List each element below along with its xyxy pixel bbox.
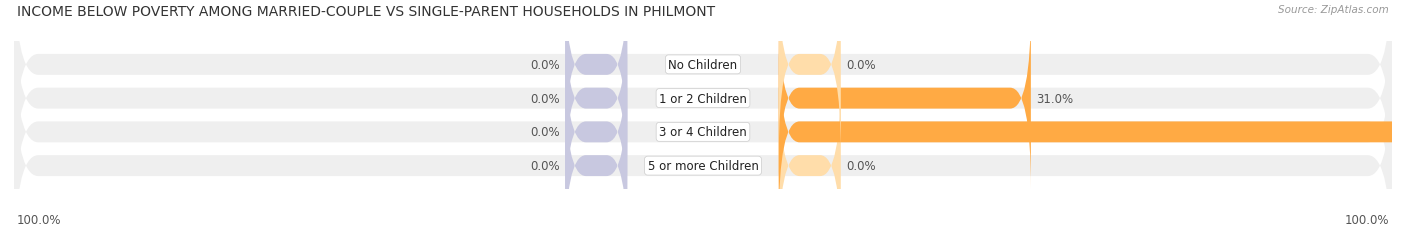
Text: No Children: No Children	[668, 59, 738, 72]
Text: 31.0%: 31.0%	[1036, 92, 1074, 105]
FancyBboxPatch shape	[565, 0, 627, 155]
FancyBboxPatch shape	[565, 8, 627, 189]
Text: 0.0%: 0.0%	[846, 159, 876, 172]
Text: 0.0%: 0.0%	[530, 126, 560, 139]
Text: 5 or more Children: 5 or more Children	[648, 159, 758, 172]
FancyBboxPatch shape	[565, 42, 627, 223]
Text: 0.0%: 0.0%	[846, 59, 876, 72]
Text: 0.0%: 0.0%	[530, 59, 560, 72]
FancyBboxPatch shape	[14, 59, 1392, 231]
FancyBboxPatch shape	[14, 0, 1392, 172]
FancyBboxPatch shape	[14, 25, 1392, 231]
Text: Source: ZipAtlas.com: Source: ZipAtlas.com	[1278, 5, 1389, 15]
Text: 100.0%: 100.0%	[17, 213, 62, 226]
FancyBboxPatch shape	[779, 0, 841, 155]
FancyBboxPatch shape	[779, 42, 1406, 223]
FancyBboxPatch shape	[14, 0, 1392, 206]
Text: 0.0%: 0.0%	[530, 92, 560, 105]
Text: INCOME BELOW POVERTY AMONG MARRIED-COUPLE VS SINGLE-PARENT HOUSEHOLDS IN PHILMON: INCOME BELOW POVERTY AMONG MARRIED-COUPL…	[17, 5, 716, 18]
Text: 0.0%: 0.0%	[530, 159, 560, 172]
FancyBboxPatch shape	[779, 76, 841, 231]
Text: 100.0%: 100.0%	[1344, 213, 1389, 226]
Text: 1 or 2 Children: 1 or 2 Children	[659, 92, 747, 105]
FancyBboxPatch shape	[565, 76, 627, 231]
FancyBboxPatch shape	[779, 8, 1031, 189]
Text: 3 or 4 Children: 3 or 4 Children	[659, 126, 747, 139]
